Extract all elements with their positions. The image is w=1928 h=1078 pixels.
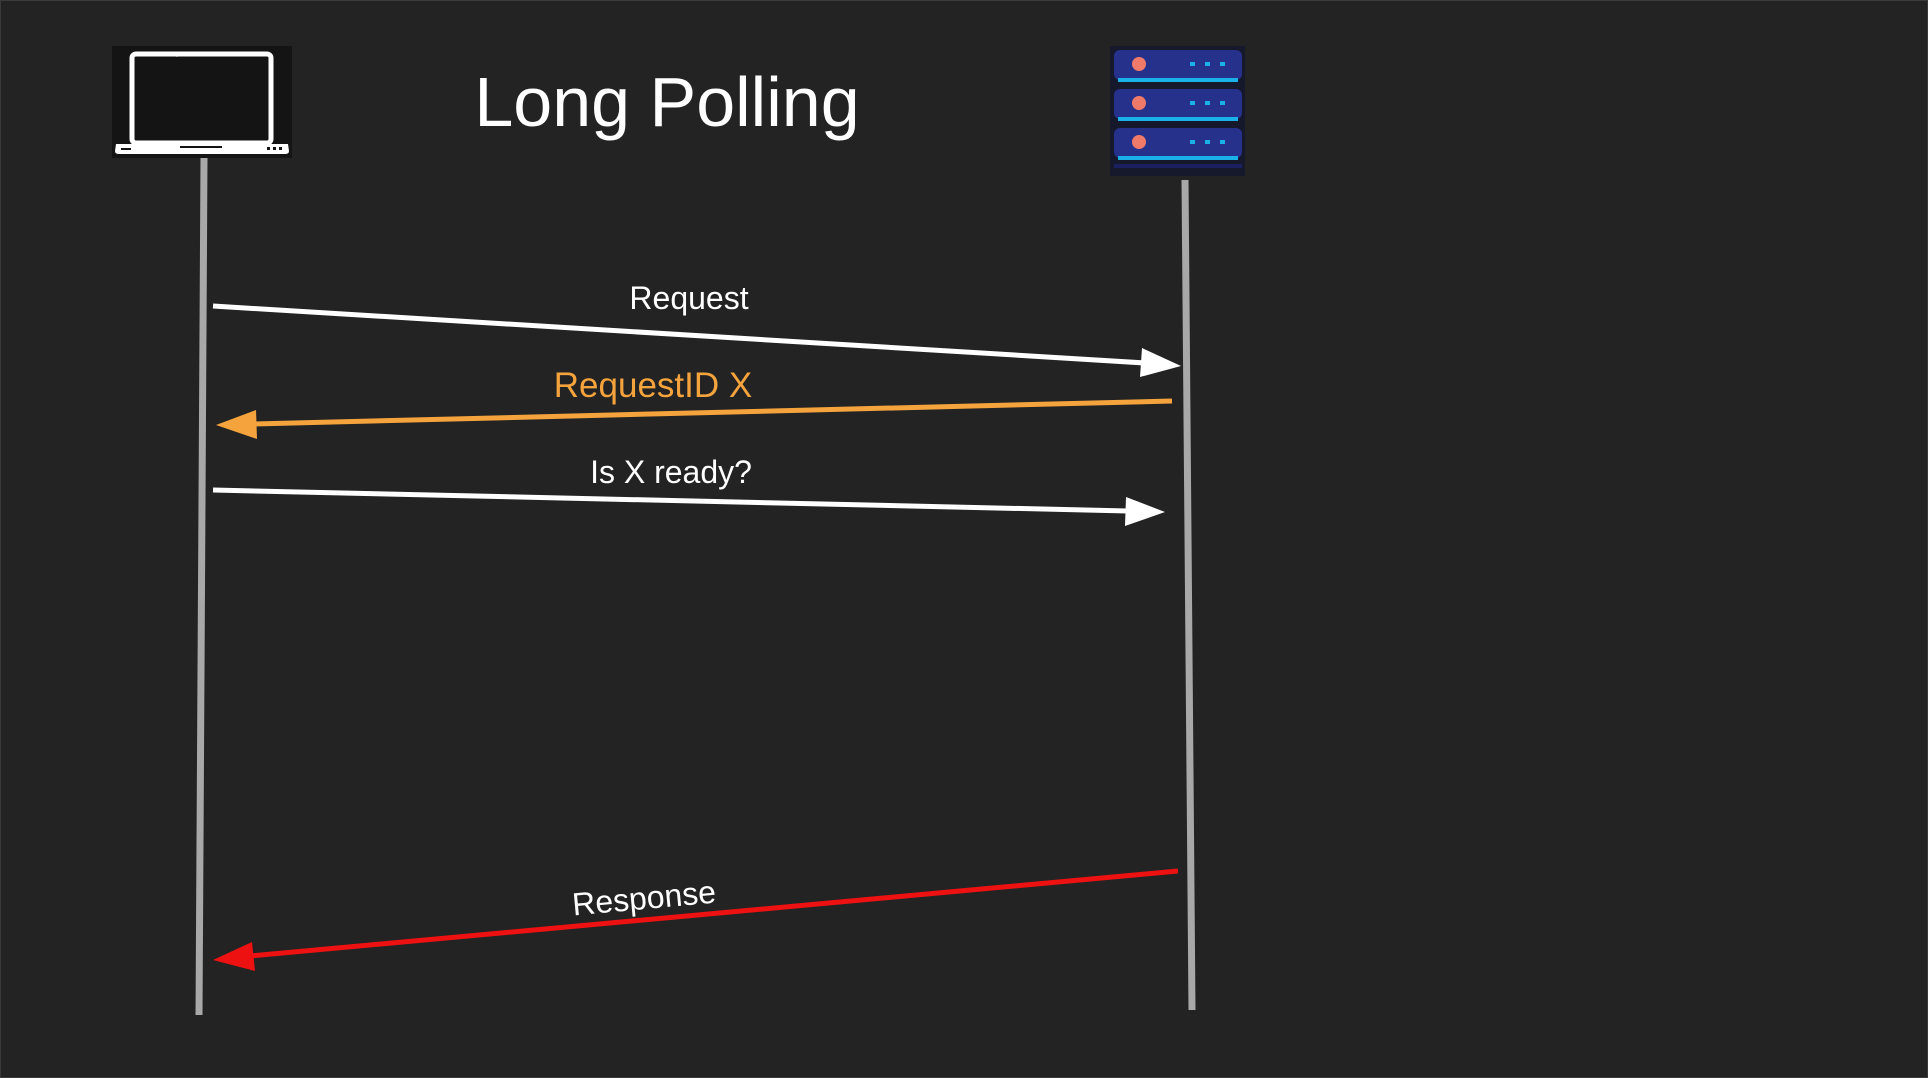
server-lifeline: [1181, 179, 1196, 1011]
message-arrow-line: [249, 868, 1179, 959]
message-label: Request: [629, 280, 748, 316]
message-is-x-ready: Is X ready?: [212, 454, 1165, 526]
diagram-title: Long Polling: [474, 63, 859, 141]
message-label: Is X ready?: [590, 454, 752, 490]
message-arrow-line: [212, 303, 1146, 366]
arrowhead: [1140, 348, 1181, 377]
arrowhead: [1125, 497, 1165, 526]
laptop-icon: [112, 46, 292, 158]
message-label: RequestID X: [554, 366, 752, 405]
message-request: Request: [212, 280, 1181, 377]
message-response: Response: [213, 868, 1179, 971]
server-rack-icon: [1110, 46, 1245, 176]
arrowhead: [216, 410, 257, 439]
message-arrow-line: [251, 398, 1173, 427]
arrowhead: [213, 942, 255, 971]
client-lifeline: [195, 157, 208, 1016]
message-request-id: RequestID X: [216, 366, 1173, 439]
message-arrow-line: [212, 487, 1129, 514]
